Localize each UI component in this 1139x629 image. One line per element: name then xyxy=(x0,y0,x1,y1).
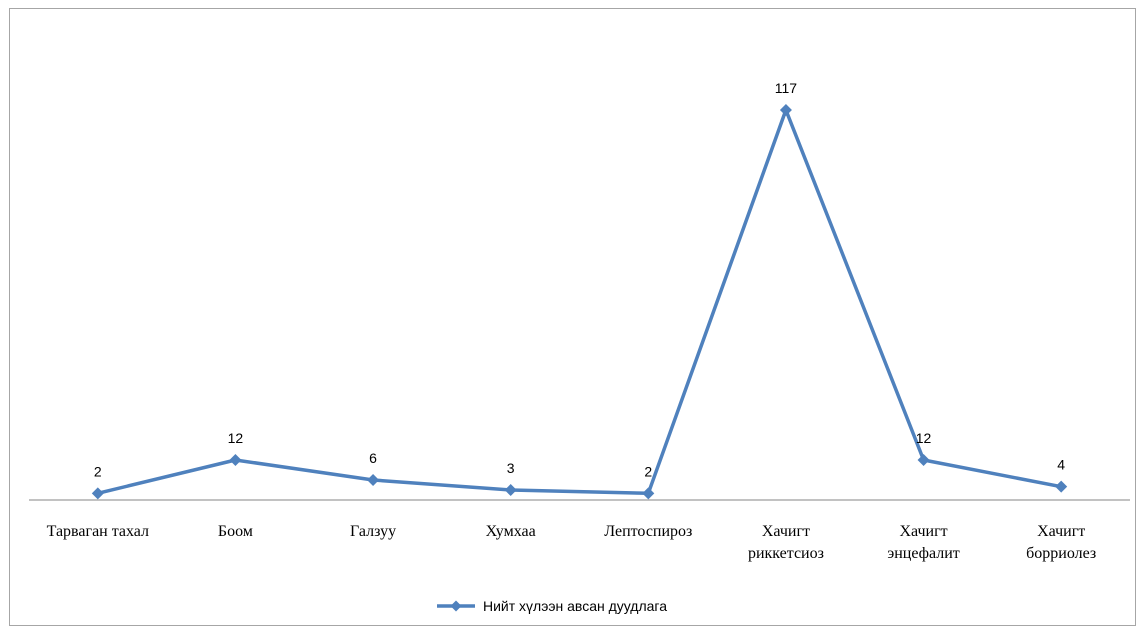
data-point-marker xyxy=(91,487,104,500)
data-label: 6 xyxy=(369,450,377,466)
data-label: 2 xyxy=(94,463,102,479)
data-label: 4 xyxy=(1057,457,1065,473)
data-label: 12 xyxy=(916,430,932,446)
data-label: 12 xyxy=(228,430,244,446)
chart-frame xyxy=(9,8,1136,626)
data-point-marker xyxy=(229,454,242,466)
category-label: Галзуу xyxy=(350,523,396,540)
series-line xyxy=(96,108,1063,496)
category-label: Лептоспироз xyxy=(604,523,692,540)
data-point-marker xyxy=(779,104,792,116)
category-label: Боом xyxy=(218,523,253,540)
data-point-marker xyxy=(504,484,517,496)
data-point-marker xyxy=(917,454,930,466)
data-point-marker xyxy=(367,474,380,486)
data-label: 117 xyxy=(775,80,798,96)
category-label: Хумхаа xyxy=(486,523,536,540)
category-label: Хачигт энцефалит xyxy=(887,523,959,562)
data-point-marker xyxy=(642,487,655,500)
legend-marker-icon xyxy=(450,600,462,612)
data-point-marker xyxy=(1055,480,1068,493)
legend-label: Нийт хүлээн авсан дуудлага xyxy=(483,598,667,614)
category-label: Хачигт борриолез xyxy=(1026,523,1096,562)
data-label: 3 xyxy=(507,460,515,476)
category-label: Тарваган тахал xyxy=(47,523,149,540)
category-label: Хачигт риккетсиоз xyxy=(748,523,824,562)
data-label: 2 xyxy=(644,463,652,479)
